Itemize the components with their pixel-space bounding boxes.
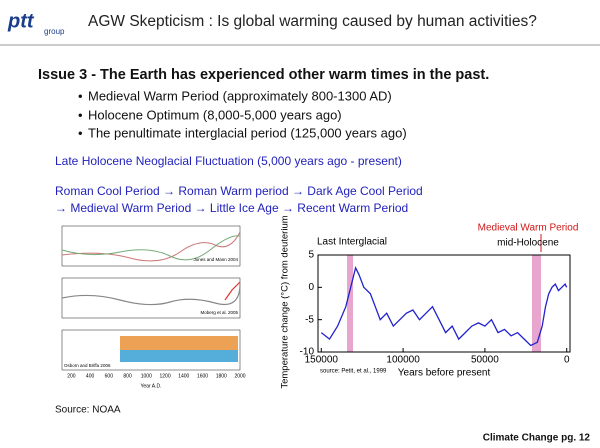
panel-line — [224, 281, 241, 301]
highlight-band — [532, 255, 541, 352]
x-tick-label: 600 — [105, 373, 114, 379]
y-tick-label: -10 — [300, 347, 315, 358]
bullet: Holocene Optimum (8,000-5,000 years ago) — [88, 107, 342, 122]
x-tick-label: 1000 — [141, 373, 152, 379]
panel-caption: Osborn and Briffa 2006 — [64, 363, 111, 368]
bullet-dot: • — [78, 125, 83, 140]
x-tick-label: 800 — [123, 373, 132, 379]
data-line — [320, 266, 568, 347]
panel-frame — [61, 277, 241, 319]
blue-line: Late Holocene Neoglacial Fluctuation (5,… — [55, 154, 402, 168]
panel-area — [120, 336, 238, 350]
x-tick-label: 150000 — [305, 355, 339, 366]
panel-caption: Jones and Mann 2004 — [193, 257, 238, 262]
y-tick-label: -5 — [305, 314, 314, 325]
x-tick-label: 400 — [86, 373, 95, 379]
left-figure: Jones and Mann 2004 Moberg et al. 2005 O… — [61, 225, 246, 389]
right-chart: Medieval Warm Period Last Interglacial m… — [280, 215, 579, 388]
bullet: The penultimate interglacial period (125… — [88, 125, 407, 140]
x-tick-label: 1800 — [216, 373, 227, 379]
annotation: mid-Holocene — [497, 238, 559, 249]
panel-caption: Moberg et al. 2005 — [200, 310, 238, 315]
issue: Issue 3 - The Earth has experienced othe… — [38, 67, 489, 83]
panel-line — [61, 283, 241, 306]
logo-sub: group — [44, 27, 65, 36]
x-axis-label: Year A.D. — [141, 383, 162, 389]
annotation: Last Interglacial — [317, 237, 387, 248]
y-axis-label: Temperature change (°C) from deuterium — [280, 215, 291, 388]
panel-area — [120, 350, 238, 362]
slide-title: AGW Skepticism : Is global warming cause… — [88, 13, 537, 30]
annotation: Medieval Warm Period — [478, 223, 579, 234]
x-tick-label: 1400 — [178, 373, 189, 379]
chart-source: source: Petit, et al., 1999 — [320, 369, 387, 375]
blue-line: Roman Cool Period → Roman Warm period → … — [55, 184, 423, 198]
blue-line: → Medieval Warm Period → Little Ice Age … — [55, 201, 408, 215]
panel-frame — [61, 225, 241, 267]
highlight-band — [347, 255, 353, 352]
plot-frame — [317, 254, 571, 353]
footer: Climate Change pg. 12 — [483, 433, 591, 444]
bullet-dot: • — [78, 107, 83, 122]
y-tick-label: 5 — [308, 250, 314, 261]
x-tick-label: 50000 — [471, 355, 499, 366]
x-tick-label: 100000 — [386, 355, 420, 366]
x-tick-label: 2000 — [234, 373, 245, 379]
x-tick-label: 1200 — [159, 373, 170, 379]
source: Source: NOAA — [55, 405, 121, 416]
bullet: Medieval Warm Period (approximately 800-… — [88, 88, 392, 103]
x-tick-label: 0 — [564, 355, 570, 366]
x-tick-label: 200 — [67, 373, 76, 379]
y-tick-label: 0 — [308, 282, 314, 293]
bullet-dot: • — [78, 88, 83, 103]
x-axis-label: Years before present — [398, 368, 491, 379]
panel-line — [61, 235, 241, 261]
logo: ptt — [7, 10, 35, 32]
x-tick-label: 1600 — [197, 373, 208, 379]
